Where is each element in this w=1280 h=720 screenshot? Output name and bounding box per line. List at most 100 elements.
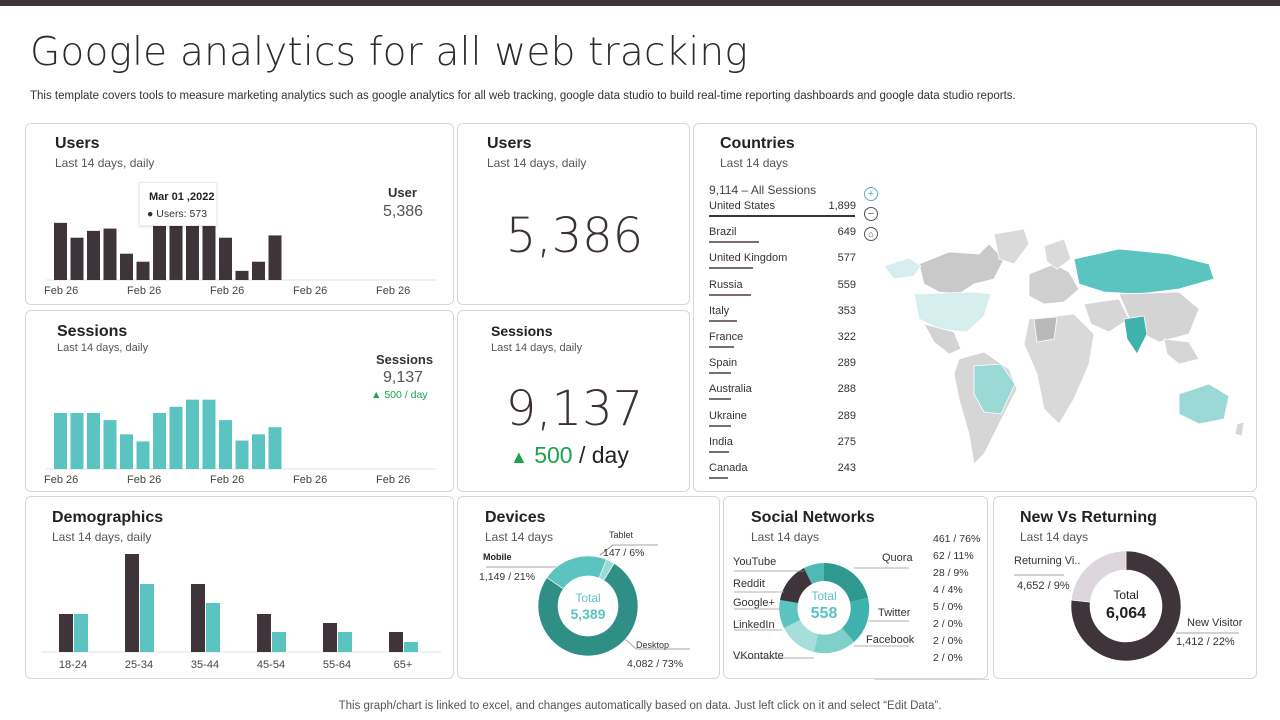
bar bbox=[74, 614, 88, 652]
social-value: 5 / 0% bbox=[933, 601, 963, 613]
bar bbox=[54, 222, 67, 280]
devices-donut bbox=[486, 544, 690, 657]
countries-header: 9,114 – All Sessions bbox=[709, 183, 817, 197]
bar bbox=[186, 399, 199, 469]
x-tick-label: 65+ bbox=[394, 659, 413, 671]
social-donut bbox=[734, 562, 989, 680]
label-tablet: Tablet bbox=[609, 530, 634, 540]
country-row[interactable]: Australia 288 bbox=[709, 383, 859, 405]
bar bbox=[103, 420, 117, 469]
zoom-out-button[interactable]: − bbox=[864, 207, 878, 221]
card-subtitle: Last 14 days, daily bbox=[491, 342, 583, 354]
country-name: Canada bbox=[709, 462, 748, 474]
label-mobile-value: 1,149 / 21% bbox=[479, 571, 536, 583]
map-nz bbox=[1234, 421, 1245, 437]
bar bbox=[120, 434, 133, 469]
bar bbox=[219, 237, 232, 280]
bar bbox=[153, 413, 166, 469]
bar bbox=[186, 216, 199, 280]
x-tick-label: Feb 26 bbox=[210, 285, 244, 297]
x-tick-label: 18-24 bbox=[59, 659, 87, 671]
x-tick-label: Feb 26 bbox=[44, 285, 78, 297]
bar bbox=[140, 584, 154, 652]
country-bar bbox=[709, 477, 728, 479]
country-row[interactable]: India 275 bbox=[709, 436, 859, 458]
social-label-vkontakte: VKontakte bbox=[733, 650, 784, 662]
top-bar bbox=[0, 0, 1280, 6]
home-button[interactable]: ⌂ bbox=[864, 227, 878, 241]
donut-slice bbox=[1070, 550, 1127, 603]
social-label-reddit: Reddit bbox=[733, 578, 765, 590]
map-brazil bbox=[973, 363, 1016, 415]
x-tick-label: Feb 26 bbox=[376, 285, 410, 297]
social-value: 461 / 76% bbox=[933, 533, 981, 545]
sessions-delta: ▲ 500 / day bbox=[510, 442, 629, 468]
tooltip-value: ● Users: 573 bbox=[147, 208, 208, 220]
new-vs-returning-card: New Vs Returning Last 14 days Total 6,06… bbox=[993, 496, 1257, 679]
social-center-value: 558 bbox=[810, 605, 838, 622]
country-value: 289 bbox=[837, 409, 856, 422]
returning-label: Returning Vi.. bbox=[1014, 555, 1081, 567]
tooltip: Mar 01 ,2022 ● Users: 573 bbox=[139, 182, 217, 226]
new-vs-returning-donut bbox=[1014, 550, 1239, 662]
country-value: 649 bbox=[837, 226, 856, 239]
page-subtitle: This template covers tools to measure ma… bbox=[30, 90, 1016, 102]
social-center-label: Total bbox=[811, 589, 837, 603]
legend-delta: ▲ 500 / day bbox=[371, 389, 428, 401]
bar bbox=[87, 413, 100, 469]
country-row[interactable]: Brazil 649 bbox=[709, 226, 859, 248]
country-row[interactable]: France 322 bbox=[709, 331, 859, 353]
country-row[interactable]: Canada 243 bbox=[709, 462, 859, 484]
users-bar-chart: Feb 26 Feb 26 Feb 26 Feb 26 Feb 26 bbox=[44, 208, 436, 297]
legend-delta-text: 500 / day bbox=[384, 389, 428, 401]
nvr-center-value: 6,064 bbox=[1105, 605, 1147, 622]
map-canada bbox=[918, 243, 1005, 295]
country-value: 289 bbox=[837, 357, 856, 370]
card-subtitle: Last 14 days bbox=[751, 530, 820, 544]
bar bbox=[136, 261, 150, 280]
devices-card: Devices Last 14 days Total 5,389 Tablet … bbox=[457, 496, 720, 679]
x-tick-label: Feb 26 bbox=[293, 474, 327, 486]
country-bar bbox=[709, 424, 731, 427]
social-value: 2 / 0% bbox=[933, 652, 963, 664]
map-usa bbox=[913, 291, 992, 333]
country-name: Italy bbox=[709, 304, 730, 317]
country-row[interactable]: Russia 559 bbox=[709, 279, 859, 301]
card-subtitle: Last 14 days, daily bbox=[57, 342, 149, 354]
card-title: Sessions bbox=[57, 323, 128, 340]
social-label-youtube: YouTube bbox=[733, 556, 777, 568]
devices-center-label: Total bbox=[575, 591, 601, 605]
country-name: Brazil bbox=[709, 226, 737, 239]
social-card: Social Networks Last 14 days Total 558 Y… bbox=[723, 496, 989, 680]
users-total-card: Users Last 14 days, daily 5,386 bbox=[457, 123, 690, 305]
social-label-quora: Quora bbox=[882, 552, 913, 564]
x-tick-label: 35-44 bbox=[191, 659, 219, 671]
demographics-card: Demographics Last 14 days, daily 18-24 25… bbox=[25, 496, 454, 679]
bar bbox=[272, 632, 286, 652]
x-tick-label: Feb 26 bbox=[293, 285, 327, 297]
country-row[interactable]: United States 1,899 bbox=[709, 200, 859, 222]
social-label-linkedin: LinkedIn bbox=[733, 619, 775, 631]
bar bbox=[389, 632, 403, 652]
bar bbox=[257, 614, 271, 652]
bar bbox=[338, 632, 352, 652]
country-row[interactable]: Italy 353 bbox=[709, 305, 859, 327]
country-bar bbox=[709, 241, 759, 244]
map-australia bbox=[1178, 383, 1230, 425]
bar bbox=[125, 554, 139, 652]
country-row[interactable]: Ukraine 289 bbox=[709, 410, 859, 432]
sessions-delta-value: 500 bbox=[534, 442, 573, 468]
sessions-delta-unit: / day bbox=[578, 442, 629, 468]
country-row[interactable]: United Kingdom 577 bbox=[709, 252, 859, 274]
bar bbox=[252, 434, 265, 469]
card-title: Demographics bbox=[52, 509, 164, 526]
country-value: 275 bbox=[837, 435, 856, 448]
bar bbox=[323, 623, 337, 652]
bar bbox=[70, 237, 84, 280]
zoom-in-button[interactable]: + bbox=[864, 187, 878, 201]
card-title: Users bbox=[55, 135, 100, 152]
country-row[interactable]: Spain 289 bbox=[709, 357, 859, 379]
map-india bbox=[1123, 315, 1148, 355]
bar bbox=[268, 427, 282, 469]
x-tick-label: Feb 26 bbox=[376, 474, 410, 486]
